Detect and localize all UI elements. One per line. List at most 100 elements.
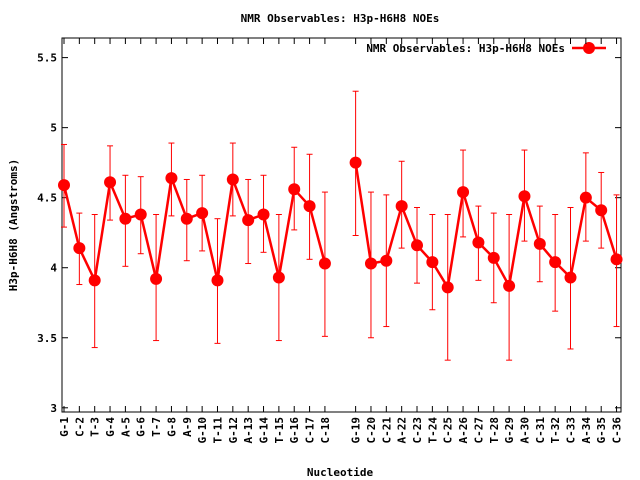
x-tick-label: G-4 (104, 417, 117, 437)
data-point (533, 237, 546, 250)
chart-title: NMR Observables: H3p-H6H8 NOEs (241, 12, 440, 25)
x-tick-label: C-23 (411, 417, 424, 444)
x-tick-label: C-2 (73, 417, 86, 437)
x-tick-label: G-29 (503, 417, 516, 444)
series-line-segment (523, 195, 541, 245)
x-tick-label: T-28 (488, 417, 501, 444)
data-point (242, 214, 255, 227)
x-tick-label: T-32 (549, 417, 562, 444)
x-tick-label: G-19 (350, 417, 363, 444)
x-tick-label: T-11 (211, 417, 224, 444)
series-line-segment (308, 205, 327, 264)
series-line-segment (400, 205, 419, 246)
data-point (150, 272, 163, 285)
data-point (119, 212, 132, 225)
data-point (88, 274, 101, 287)
series-line-segment (62, 184, 81, 249)
x-tick-label: A-9 (181, 417, 194, 437)
x-tick-label: A-30 (518, 417, 531, 444)
data-point (73, 242, 86, 255)
y-axis-label: H3p-H6H8 (Angstroms) (7, 159, 20, 291)
y-tick-label: 3 (50, 402, 57, 415)
data-point (579, 191, 592, 204)
x-tick-label: G-8 (165, 417, 178, 437)
x-tick-label: C-27 (472, 417, 485, 444)
x-tick-label: C-33 (565, 417, 578, 444)
x-tick-label: G-6 (135, 417, 148, 437)
x-tick-label: T-3 (89, 417, 102, 437)
x-tick-label: A-22 (396, 417, 409, 444)
series-line-segment (170, 177, 188, 220)
series-line-segment (139, 214, 158, 280)
series-line-segment (600, 209, 618, 260)
series-line-segment (108, 181, 127, 220)
data-point (318, 257, 331, 270)
series-line-segment (154, 177, 173, 280)
data-point (57, 179, 70, 192)
x-tick-label: T-7 (150, 417, 163, 437)
data-point (380, 254, 393, 267)
data-point (211, 274, 224, 287)
series-line-segment (200, 212, 219, 281)
data-point (180, 212, 193, 225)
x-tick-label: C-20 (365, 417, 378, 444)
data-point (472, 236, 485, 249)
data-point (196, 207, 209, 220)
y-tick-label: 4 (50, 262, 57, 275)
series-line-segment (385, 205, 403, 262)
plot-frame (61, 37, 622, 413)
data-point (364, 257, 377, 270)
x-tick-label: G-16 (288, 417, 301, 444)
series-line-segment (277, 189, 296, 278)
x-tick-label: G-14 (258, 417, 271, 444)
x-tick-label: C-18 (319, 417, 332, 444)
y-tick-label: 5 (50, 122, 57, 135)
data-point (441, 281, 454, 294)
series-line-segment (231, 179, 250, 221)
series-line-segment (446, 191, 465, 288)
data-point (303, 200, 316, 213)
data-point (518, 190, 531, 203)
x-tick-label: G-1 (58, 417, 71, 437)
x-axis-label: Nucleotide (307, 466, 374, 479)
x-tick-label: T-15 (273, 417, 286, 444)
data-point (134, 208, 147, 221)
x-tick-label: T-24 (426, 417, 439, 444)
series-line-segment (507, 196, 526, 287)
data-point (226, 173, 239, 186)
y-tick-label: 3.5 (37, 332, 57, 345)
x-tick-label: C-25 (442, 417, 455, 444)
x-tick-label: C-21 (380, 417, 393, 444)
data-point (104, 176, 117, 189)
y-tick-label: 4.5 (37, 192, 57, 205)
legend: NMR Observables: H3p-H6H8 NOEs (366, 42, 606, 55)
series-line-segment (216, 179, 235, 281)
y-tick-label: 5.5 (37, 52, 57, 65)
data-point (288, 183, 301, 196)
data-point (257, 208, 270, 221)
data-point (272, 271, 285, 284)
x-tick-label: G-12 (227, 417, 240, 444)
series-line-segment (262, 214, 281, 278)
x-tick-label: A-34 (580, 417, 593, 444)
data-point (457, 186, 470, 199)
data-point (549, 256, 562, 269)
legend-label: NMR Observables: H3p-H6H8 NOEs (366, 42, 565, 55)
legend-marker (583, 42, 595, 54)
data-point (564, 271, 577, 284)
x-tick-label: A-5 (119, 417, 132, 437)
data-point (610, 253, 623, 266)
x-tick-label: A-26 (457, 417, 470, 444)
x-tick-label: G-10 (196, 417, 209, 444)
data-point (411, 239, 424, 252)
data-point (349, 156, 362, 169)
data-point (426, 256, 439, 269)
data-point (595, 204, 608, 217)
series-line-segment (569, 197, 588, 278)
series-line-segment (461, 191, 480, 243)
x-tick-label: C-36 (611, 417, 624, 444)
data-point (395, 200, 408, 213)
series-line-segment (93, 182, 112, 281)
x-tick-label: C-31 (534, 417, 547, 444)
data-point (503, 279, 516, 292)
